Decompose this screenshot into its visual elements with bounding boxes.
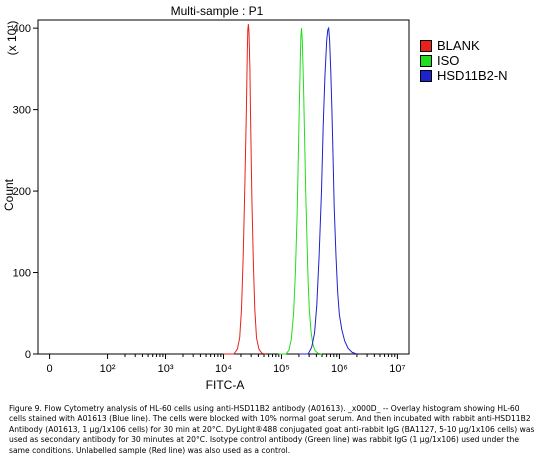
x-tick-label: 10⁶ bbox=[331, 363, 348, 375]
legend: BLANK ISO HSD11B2-N bbox=[420, 38, 508, 83]
plot-frame bbox=[37, 19, 410, 355]
x-tick-label: 10³ bbox=[158, 363, 174, 375]
x-tick-label: 0 bbox=[47, 363, 53, 375]
x-tick-label: 10⁵ bbox=[273, 363, 290, 375]
chart-title: Multi-sample : P1 bbox=[171, 4, 264, 18]
x-tick-label: 10² bbox=[100, 363, 116, 375]
legend-swatch bbox=[420, 54, 432, 67]
y-tick-label: 300 bbox=[13, 105, 31, 117]
legend-label: BLANK bbox=[437, 38, 480, 53]
series-line-blank bbox=[223, 24, 266, 355]
x-axis-label: FITC-A bbox=[206, 378, 245, 392]
series-line-hsd11b2-n bbox=[298, 26, 357, 355]
y-multiplier-label: (x 10¹) bbox=[5, 21, 19, 56]
x-tick-label: 10⁷ bbox=[389, 363, 405, 375]
legend-item-blank: BLANK bbox=[420, 38, 508, 53]
series-line-iso bbox=[278, 28, 323, 355]
legend-item-iso: ISO bbox=[420, 53, 508, 68]
legend-swatch bbox=[420, 39, 432, 52]
figure-caption: Figure 9. Flow Cytometry analysis of HL-… bbox=[9, 404, 535, 455]
y-axis-label: Count bbox=[2, 178, 16, 211]
legend-label: HSD11B2-N bbox=[437, 68, 508, 83]
flow-cytometry-histogram: Multi-sample : P1 (x 10¹) Count FITC-A 0… bbox=[2, 4, 410, 392]
legend-swatch bbox=[420, 69, 432, 82]
y-tick-label: 100 bbox=[13, 268, 31, 280]
y-tick-label: 0 bbox=[25, 349, 31, 361]
legend-item-hsd11b2-n: HSD11B2-N bbox=[420, 68, 508, 83]
x-tick-label: 10⁴ bbox=[215, 363, 232, 375]
legend-label: ISO bbox=[437, 53, 460, 68]
y-tick-label: 200 bbox=[13, 186, 31, 198]
y-tick-label: 400 bbox=[13, 23, 31, 35]
